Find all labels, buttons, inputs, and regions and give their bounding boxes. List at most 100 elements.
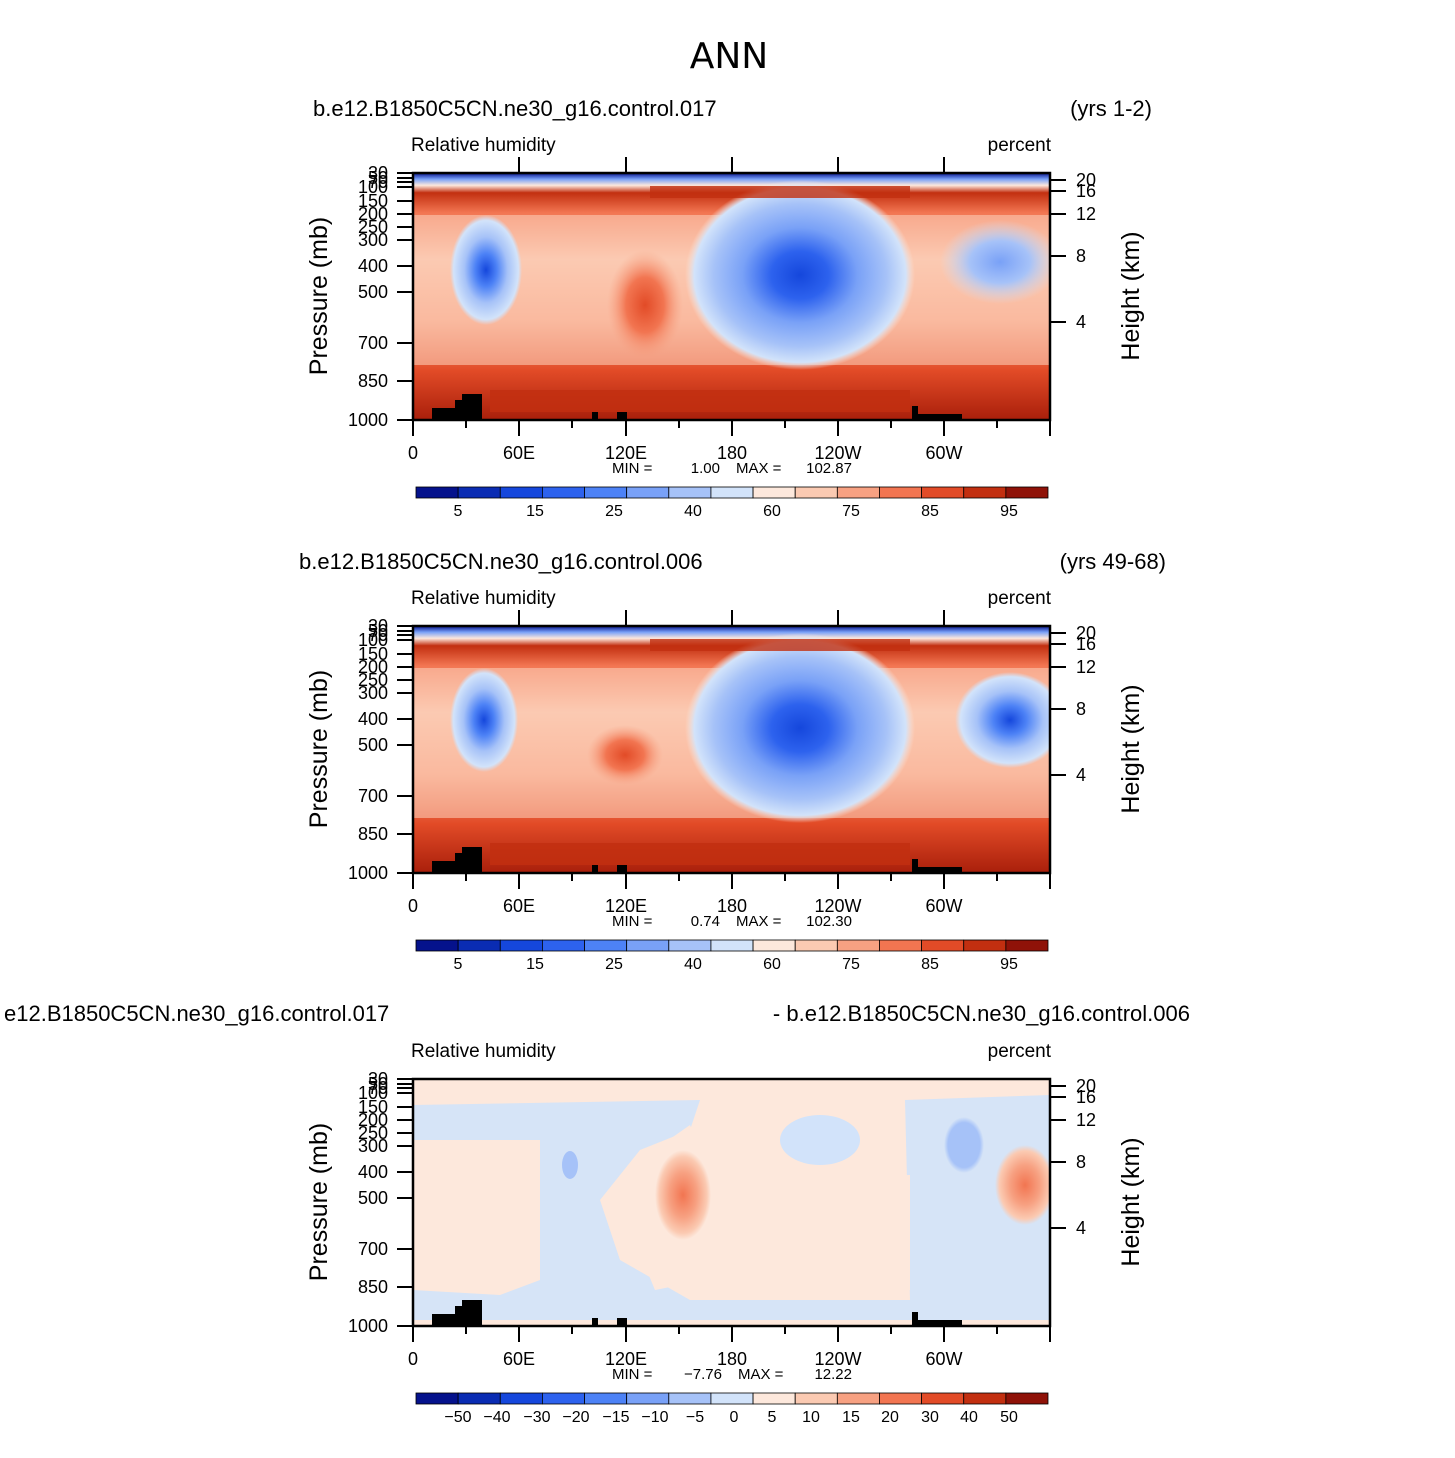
- panel-3-neg-region-1: [413, 1095, 1050, 1320]
- panel-2-pressure-ticks: [397, 625, 413, 874]
- p2-plabel-100: 100: [358, 630, 388, 650]
- panel-3-neg-cell-atlantic: [944, 1117, 984, 1173]
- colorbar-swatch: [879, 1392, 923, 1405]
- panel-2-lon-ticks: [412, 610, 1051, 889]
- panel-1-dry-cell-africa: [450, 215, 522, 325]
- panel-2-upper-moist: [650, 639, 910, 651]
- p2-hlabel-16: 16: [1076, 634, 1096, 654]
- p3-hlabel-8: 8: [1076, 1152, 1086, 1172]
- panel-3-case-left: e12.B1850C5CN.ne30_g16.control.017: [4, 1001, 389, 1026]
- p2-plabel-70: 70: [368, 625, 388, 645]
- panel-1-case-right: (yrs 1-2): [1070, 96, 1152, 121]
- panel-1-topography: [432, 394, 962, 420]
- p3-cb-label-0: −50: [444, 1409, 471, 1426]
- colorbar-swatch: [710, 486, 754, 499]
- p3-cb-label-3: −20: [562, 1409, 589, 1426]
- p3-cb-label-13: 40: [960, 1409, 978, 1426]
- panel-1-ylabel-left: Pressure (mb): [305, 217, 333, 375]
- panel-3-colorbar: [415, 1392, 1049, 1405]
- p2-plabel-500: 500: [358, 735, 388, 755]
- panel-2-ylabel-left: Pressure (mb): [305, 670, 333, 828]
- p3-plabel-200: 200: [358, 1110, 388, 1130]
- p2-cb-label-6: 85: [921, 956, 939, 973]
- p2-plabel-850: 850: [358, 824, 388, 844]
- panel-1-field: [413, 173, 1050, 420]
- colorbar-swatch: [963, 1392, 1007, 1405]
- panel-3-pos-cell-atlantic: [995, 1145, 1050, 1225]
- p2-lonlabel-60E: 60E: [503, 896, 535, 916]
- colorbar-swatch: [457, 1392, 501, 1405]
- panel-1-pressure-labels: 30 50 70 100 150 200 250 300 400 500 700…: [348, 163, 388, 430]
- p2-cb-label-3: 40: [684, 956, 702, 973]
- p2-lonlabel-120E: 120E: [605, 896, 647, 916]
- panel-1-height-ticks: [1050, 179, 1066, 323]
- panel-3-var-label: Relative humidity: [411, 1041, 556, 1062]
- colorbar-swatch: [836, 939, 880, 952]
- colorbar-swatch: [921, 939, 965, 952]
- colorbar-swatch: [794, 1392, 838, 1405]
- p2-plabel-400: 400: [358, 709, 388, 729]
- p3-cb-label-8: 5: [768, 1409, 777, 1426]
- colorbar-swatch: [1005, 1392, 1049, 1405]
- panel-3-min-label: MIN =: [612, 1366, 653, 1383]
- p3-cb-label-7: 0: [730, 1409, 739, 1426]
- p3-plabel-30: 30: [368, 1069, 388, 1089]
- panel-3-pressure-labels: 30 50 70 100 150 200 250 300 400 500 700…: [348, 1069, 388, 1336]
- colorbar-swatch: [457, 939, 501, 952]
- p3-hlabel-16: 16: [1076, 1087, 1096, 1107]
- panel-3-pos-inner-3: [720, 1175, 910, 1290]
- p1-lonlabel-120E: 120E: [605, 443, 647, 463]
- p3-plabel-1000: 1000: [348, 1316, 388, 1336]
- colorbar-swatch: [542, 1392, 585, 1405]
- colorbar-swatch: [668, 939, 712, 952]
- p3-cb-label-4: −15: [602, 1409, 629, 1426]
- panel-2-ylabel-right: Height (km): [1117, 684, 1145, 813]
- colorbar-swatch: [542, 486, 585, 499]
- p1-lonlabel-0: 0: [408, 443, 418, 463]
- panel-3-height-ticks: [1050, 1085, 1066, 1229]
- p3-plabel-500: 500: [358, 1188, 388, 1208]
- p3-cb-label-6: −5: [686, 1409, 704, 1426]
- panel-2-height-ticks: [1050, 632, 1066, 776]
- panel-2-min-label: MIN =: [612, 913, 653, 930]
- colorbar-swatch: [794, 939, 838, 952]
- colorbar-swatch: [879, 939, 923, 952]
- panel-2-height-labels: 20 16 12 8 4: [1076, 623, 1096, 785]
- p2-cb-label-7: 95: [1000, 956, 1018, 973]
- p2-hlabel-20: 20: [1076, 623, 1096, 643]
- panel-3-units: percent: [988, 1041, 1052, 1062]
- p3-cb-label-11: 20: [881, 1409, 899, 1426]
- panel-3-pos-cell-pacific: [655, 1150, 711, 1240]
- p1-plabel-300: 300: [358, 230, 388, 250]
- panel-3-pressure-ticks: [397, 1078, 413, 1327]
- p1-cb-label-5: 75: [842, 503, 860, 520]
- colorbar-swatch: [415, 486, 459, 499]
- panel-2-colorbar-labels: 5 15 25 40 60 75 85 95: [454, 956, 1018, 973]
- p1-cb-label-2: 25: [605, 503, 623, 520]
- p3-plabel-400: 400: [358, 1162, 388, 1182]
- p2-hlabel-4: 4: [1076, 765, 1086, 785]
- colorbar-swatch: [963, 939, 1007, 952]
- p3-plabel-100: 100: [358, 1083, 388, 1103]
- p2-lonlabel-120W: 120W: [814, 896, 861, 916]
- p3-lonlabel-60E: 60E: [503, 1349, 535, 1369]
- p2-plabel-30: 30: [368, 616, 388, 636]
- p3-cb-label-9: 10: [802, 1409, 820, 1426]
- panel-2-var-label: Relative humidity: [411, 588, 556, 609]
- colorbar-swatch: [499, 1392, 543, 1405]
- p1-cb-label-3: 40: [684, 503, 702, 520]
- panel-1-var-label: Relative humidity: [411, 135, 556, 156]
- p3-cb-label-10: 15: [842, 1409, 860, 1426]
- p3-plabel-50: 50: [368, 1074, 388, 1094]
- p1-plabel-30: 30: [368, 163, 388, 183]
- colorbar-swatch: [921, 486, 965, 499]
- p1-cb-label-6: 85: [921, 503, 939, 520]
- panel-3-neg-cell-small: [562, 1151, 578, 1179]
- panel-3-colorbar-labels: −50 −40 −30 −20 −15 −10 −5 0 5 10 15 20 …: [444, 1409, 1018, 1426]
- colorbar-swatch: [415, 1392, 459, 1405]
- panel-1-colorbar-labels: 5 15 25 40 60 75 85 95: [454, 503, 1018, 520]
- colorbar-swatch: [626, 1392, 670, 1405]
- p2-cb-label-0: 5: [454, 956, 463, 973]
- p1-lonlabel-60E: 60E: [503, 443, 535, 463]
- p3-lonlabel-120E: 120E: [605, 1349, 647, 1369]
